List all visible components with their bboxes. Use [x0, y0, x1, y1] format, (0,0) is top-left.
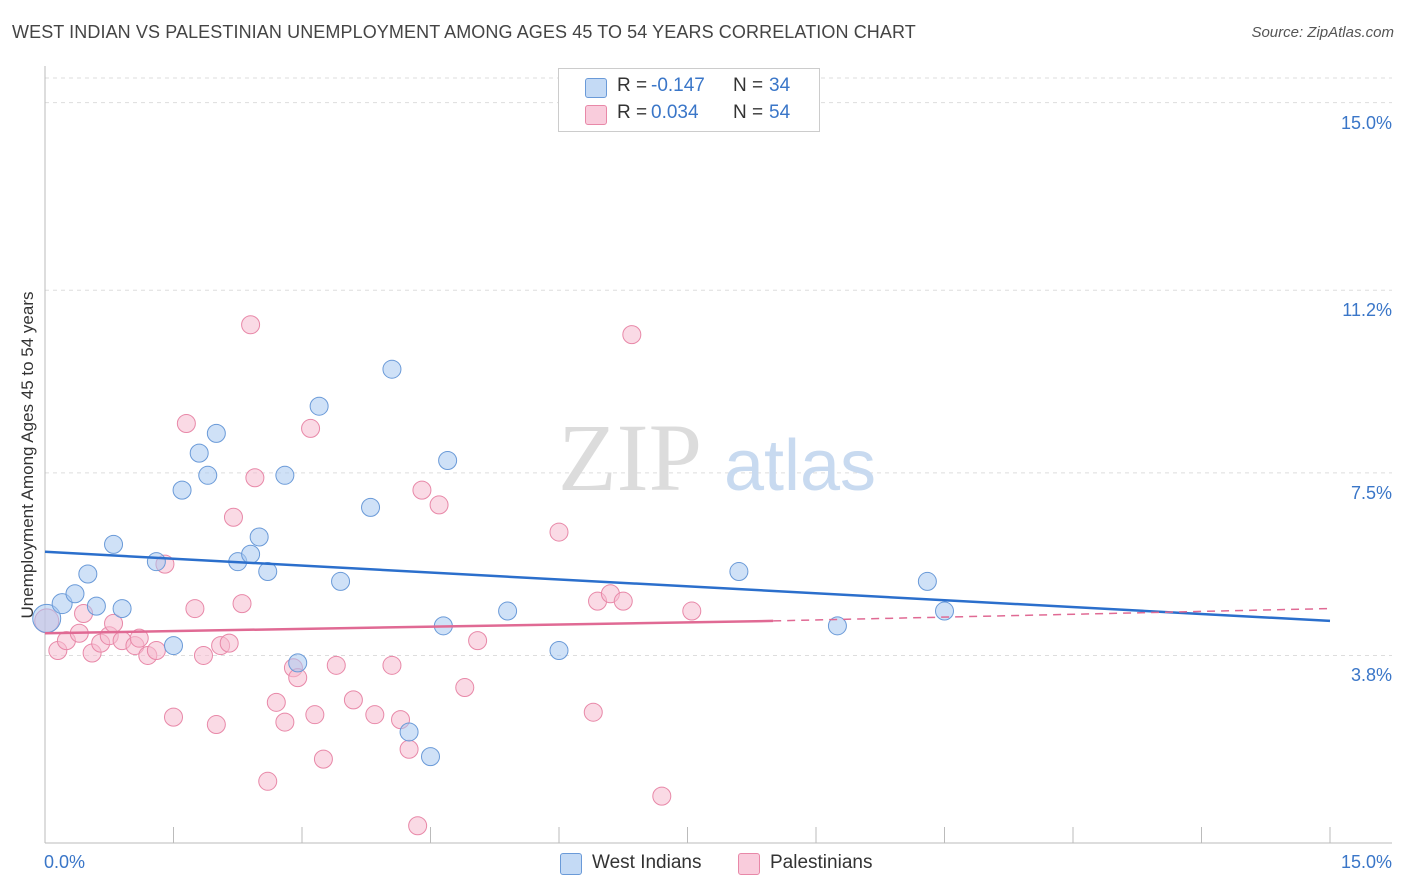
data-point: [313, 749, 333, 769]
data-point: [682, 601, 702, 621]
data-point: [266, 692, 286, 712]
data-point: [198, 465, 218, 485]
data-point: [206, 423, 226, 443]
data-point: [164, 707, 183, 727]
data-point: [613, 591, 633, 611]
data-point: [164, 636, 183, 656]
data-point: [232, 594, 252, 614]
watermark-atlas: atlas: [724, 426, 876, 506]
data-point: [309, 396, 329, 416]
data-point: [343, 690, 363, 710]
data-point: [382, 655, 402, 675]
data-point: [219, 633, 239, 653]
n-value: 34: [769, 75, 791, 96]
data-point: [468, 631, 488, 651]
data-point: [421, 747, 440, 767]
r-value: -0.147: [651, 75, 705, 96]
y-tick-label: 7.5%: [1350, 482, 1392, 503]
grid-lines: [45, 77, 1392, 656]
n-label: N =: [733, 102, 764, 123]
data-point: [622, 325, 642, 345]
data-point: [935, 601, 954, 621]
data-point: [112, 599, 132, 619]
data-point: [455, 678, 475, 698]
r-label: R =: [617, 102, 648, 123]
data-point: [382, 359, 402, 379]
legend-label: Palestinians: [770, 852, 873, 873]
data-point: [249, 527, 269, 547]
y-tick-label: 11.2%: [1342, 300, 1392, 321]
data-point: [172, 480, 192, 500]
data-point: [241, 544, 261, 564]
correlation-legend: R = -0.147 N = 34 R = 0.034 N = 54: [558, 68, 820, 132]
data-point: [652, 786, 672, 806]
data-point: [193, 645, 213, 665]
data-point: [438, 451, 458, 470]
n-label: N =: [733, 75, 764, 96]
palestinians-points: [34, 315, 702, 836]
data-point: [326, 655, 346, 675]
data-point: [245, 468, 265, 488]
palestinians-swatch: [738, 853, 760, 875]
data-point: [288, 653, 308, 673]
data-point: [104, 534, 124, 554]
data-point: [78, 564, 98, 584]
y-tick-label: 15.0%: [1340, 112, 1392, 133]
west-indians-trend-line: [44, 550, 1331, 623]
data-point: [189, 443, 209, 463]
data-point: [549, 522, 569, 542]
data-point: [185, 599, 205, 619]
data-point: [86, 596, 106, 616]
data-point: [498, 601, 518, 621]
n-value: 54: [769, 102, 791, 123]
axes: [44, 66, 1392, 844]
data-point: [549, 641, 569, 661]
palestinians-swatch: [585, 105, 607, 125]
data-point: [917, 571, 937, 591]
data-point: [129, 628, 149, 648]
data-point: [827, 616, 847, 636]
data-point: [65, 584, 85, 604]
r-label: R =: [617, 75, 648, 96]
x-tick-label-max: 15.0%: [1340, 852, 1392, 872]
west-indians-swatch: [560, 853, 582, 875]
data-point: [361, 497, 381, 517]
watermark: ZIP atlas: [558, 404, 876, 511]
data-point: [206, 715, 226, 735]
west-indians-swatch: [585, 78, 607, 98]
data-point: [305, 705, 325, 725]
palestinians-trend-extension: [773, 607, 1331, 622]
data-point: [331, 571, 351, 591]
data-point: [412, 480, 432, 500]
data-point: [399, 722, 419, 742]
data-point: [729, 562, 749, 582]
palestinians-trend-line: [44, 619, 774, 635]
legend-label: West Indians: [592, 852, 702, 873]
data-point: [241, 315, 261, 335]
data-point: [408, 816, 428, 836]
data-point: [399, 739, 419, 759]
trend-lines: [44, 550, 1331, 635]
data-point: [275, 465, 295, 485]
r-value: 0.034: [651, 102, 699, 123]
data-point: [146, 552, 166, 572]
data-point: [365, 705, 385, 725]
data-point: [583, 702, 603, 722]
data-point: [146, 641, 166, 661]
y-tick-label: 3.8%: [1350, 665, 1392, 686]
data-point: [301, 418, 321, 438]
watermark-zip: ZIP: [558, 404, 702, 511]
data-point: [275, 712, 295, 732]
data-point: [176, 413, 196, 433]
source-label: Source: ZipAtlas.com: [1251, 24, 1394, 41]
data-point: [223, 507, 243, 527]
data-point: [258, 771, 278, 791]
x-tick-label-min: 0.0%: [44, 852, 86, 872]
chart-title: WEST INDIAN VS PALESTINIAN UNEMPLOYMENT …: [12, 22, 916, 42]
data-point: [429, 495, 449, 515]
